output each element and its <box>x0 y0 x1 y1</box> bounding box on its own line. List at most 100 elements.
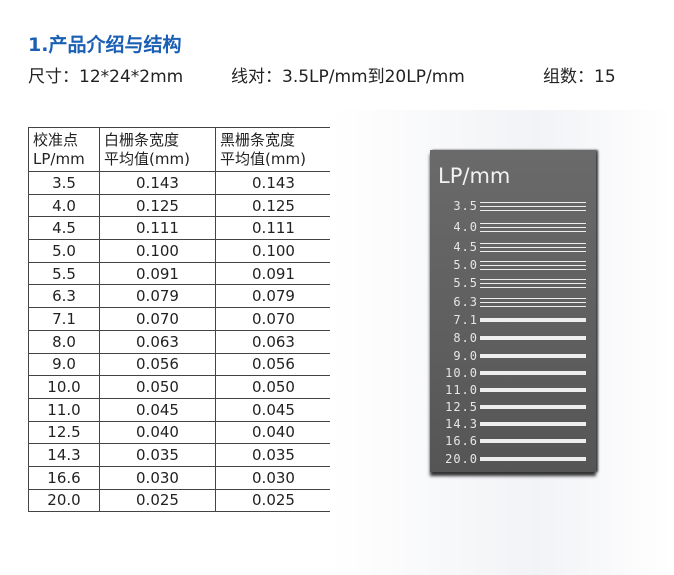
spec-groups: 组数：15 <box>543 67 616 87</box>
cell-white-width: 0.045 <box>99 397 216 422</box>
plate-group: 8.0 <box>430 331 596 345</box>
plate-group-label: 9.0 <box>453 349 478 363</box>
line-pair-bars <box>480 405 586 409</box>
section-heading: 1.产品介绍与结构 <box>28 34 182 56</box>
plate-group-label: 3.5 <box>453 199 478 213</box>
resolution-test-plate-photo: LP/mm 3.5 4.0 4.5 5.0 5.5 6.3 7.1 8.0 9.0 10.0 11.… <box>430 150 596 472</box>
table-row: 8.0 0.063 0.063 <box>28 329 332 354</box>
plate-group-label: 14.3 <box>445 417 478 431</box>
calibration-table: 校准点 LP/mm 白栅条宽度 平均值(mm) 黑栅条宽度 平均值(mm) 3.5 0.… <box>28 127 332 513</box>
cell-white-width: 0.035 <box>99 443 216 467</box>
cell-black-width: 0.050 <box>215 375 332 399</box>
plate-group: 6.3 <box>430 295 596 309</box>
cell-lp: 4.5 <box>28 216 100 241</box>
plate-group-label: 5.5 <box>453 276 478 290</box>
cell-white-width: 0.079 <box>99 284 216 309</box>
plate-title: LP/mm <box>438 164 511 188</box>
cell-lp: 9.0 <box>28 352 100 377</box>
plate-group-label: 20.0 <box>445 452 478 466</box>
plate-group-label: 16.6 <box>445 434 478 448</box>
cell-white-width: 0.125 <box>99 193 216 218</box>
cell-white-width: 0.040 <box>99 420 216 445</box>
cell-white-width: 0.056 <box>99 352 216 377</box>
cell-black-width: 0.091 <box>215 261 332 286</box>
cell-lp: 7.1 <box>28 307 100 331</box>
cell-white-width: 0.063 <box>99 329 216 354</box>
plate-group: 10.0 <box>430 366 596 380</box>
plate-group-label: 5.0 <box>453 258 478 272</box>
header-white-width: 白栅条宽度 平均值(mm) <box>99 127 216 172</box>
cell-white-width: 0.100 <box>99 239 216 263</box>
plate-group: 3.5 <box>430 199 596 213</box>
plate-group: 16.6 <box>430 434 596 448</box>
table-row: 14.3 0.035 0.035 <box>28 443 332 467</box>
cell-lp: 3.5 <box>28 171 100 195</box>
cell-lp: 16.6 <box>28 465 100 490</box>
table-row: 12.5 0.040 0.040 <box>28 420 332 445</box>
header-lp: 校准点 LP/mm <box>28 127 100 172</box>
table-header-row: 校准点 LP/mm 白栅条宽度 平均值(mm) 黑栅条宽度 平均值(mm) <box>28 127 332 172</box>
table-row: 20.0 0.025 0.025 <box>28 488 332 513</box>
cell-white-width: 0.070 <box>99 307 216 331</box>
line-pair-bars <box>480 457 586 461</box>
header-black-width: 黑栅条宽度 平均值(mm) <box>215 127 332 172</box>
line-pair-bars <box>480 279 586 288</box>
cell-lp: 11.0 <box>28 397 100 422</box>
cell-black-width: 0.040 <box>215 420 332 445</box>
spec-line-pairs: 线对：3.5LP/mm到20LP/mm <box>231 67 465 87</box>
cell-black-width: 0.035 <box>215 443 332 467</box>
plate-group: 5.5 <box>430 276 596 290</box>
cell-white-width: 0.143 <box>99 171 216 195</box>
table-row: 3.5 0.143 0.143 <box>28 171 332 195</box>
plate-group: 11.0 <box>430 383 596 397</box>
line-pair-bars <box>480 298 586 307</box>
cell-white-width: 0.030 <box>99 465 216 490</box>
plate-group-label: 8.0 <box>453 331 478 345</box>
table-row: 7.1 0.070 0.070 <box>28 307 332 331</box>
table-row: 9.0 0.056 0.056 <box>28 352 332 377</box>
plate-group-label: 4.0 <box>453 220 478 234</box>
cell-lp: 5.5 <box>28 261 100 286</box>
line-pair-bars <box>480 318 586 322</box>
cell-lp: 10.0 <box>28 375 100 399</box>
cell-black-width: 0.111 <box>215 216 332 241</box>
plate-group: 20.0 <box>430 452 596 466</box>
line-pair-bars <box>480 261 586 270</box>
cell-black-width: 0.063 <box>215 329 332 354</box>
cell-black-width: 0.143 <box>215 171 332 195</box>
line-pair-bars <box>480 422 586 426</box>
cell-lp: 8.0 <box>28 329 100 354</box>
cell-black-width: 0.125 <box>215 193 332 218</box>
table-row: 5.0 0.100 0.100 <box>28 239 332 263</box>
plate-group-label: 6.3 <box>453 295 478 309</box>
cell-black-width: 0.025 <box>215 488 332 513</box>
table-row: 11.0 0.045 0.045 <box>28 397 332 422</box>
plate-group: 14.3 <box>430 417 596 431</box>
cell-lp: 5.0 <box>28 239 100 263</box>
cell-white-width: 0.050 <box>99 375 216 399</box>
line-pair-bars <box>480 354 586 358</box>
cell-black-width: 0.030 <box>215 465 332 490</box>
cell-white-width: 0.111 <box>99 216 216 241</box>
plate-group: 4.5 <box>430 240 596 254</box>
line-pair-bars <box>480 243 586 252</box>
plate-group-label: 12.5 <box>445 400 478 414</box>
plate-group: 9.0 <box>430 349 596 363</box>
table-row: 4.0 0.125 0.125 <box>28 193 332 218</box>
plate-group-label: 10.0 <box>445 366 478 380</box>
line-pair-bars <box>480 223 586 232</box>
cell-lp: 4.0 <box>28 193 100 218</box>
cell-white-width: 0.091 <box>99 261 216 286</box>
cell-lp: 20.0 <box>28 488 100 513</box>
cell-black-width: 0.070 <box>215 307 332 331</box>
table-row: 10.0 0.050 0.050 <box>28 375 332 399</box>
cell-white-width: 0.025 <box>99 488 216 513</box>
table-row: 6.3 0.079 0.079 <box>28 284 332 309</box>
table-row: 5.5 0.091 0.091 <box>28 261 332 286</box>
plate-group: 7.1 <box>430 313 596 327</box>
plate-group: 4.0 <box>430 220 596 234</box>
cell-lp: 6.3 <box>28 284 100 309</box>
cell-lp: 14.3 <box>28 443 100 467</box>
line-pair-bars <box>480 388 586 392</box>
line-pair-bars <box>480 336 586 340</box>
